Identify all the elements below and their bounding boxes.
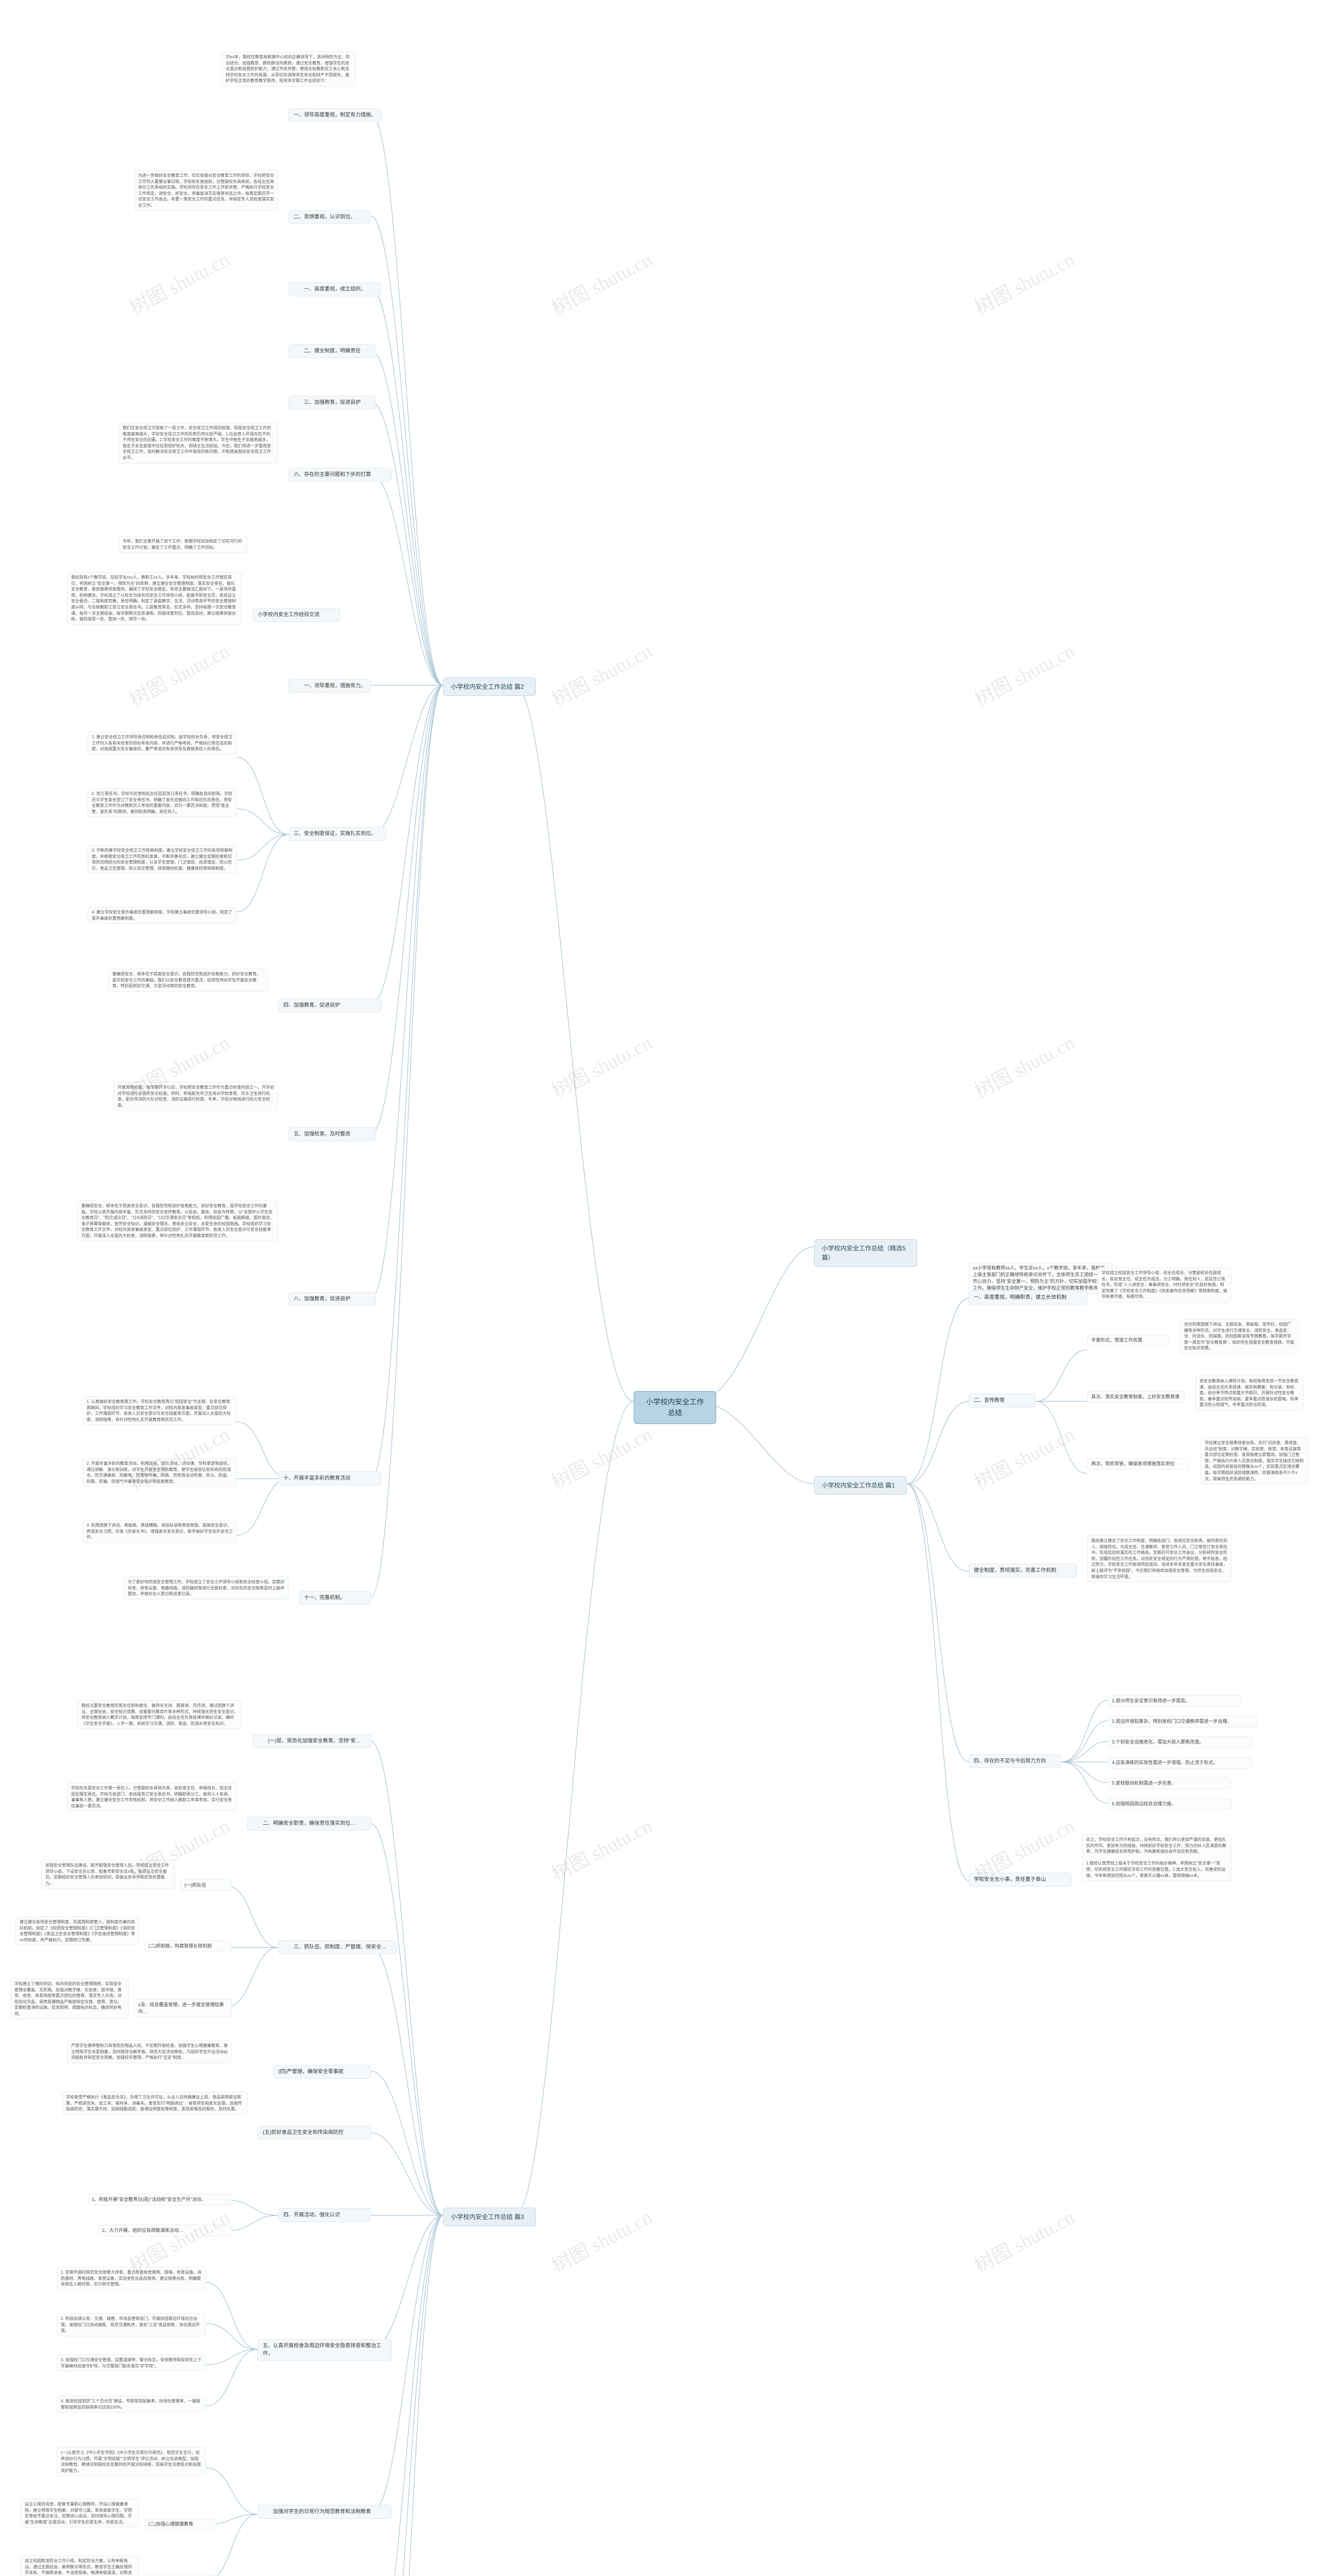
watermark: 树图 shutu.cn — [124, 244, 234, 320]
branch-b2[interactable]: 小学校内安全工作总结 篇1 — [814, 1476, 907, 1495]
b2s4-c4: 5.家校联动机制需进一步完善。 — [1108, 1777, 1231, 1789]
b4s3-c0: (一)抓队伍 — [180, 1879, 232, 1891]
b3s3-c1: 2. 签订责任书。学校与处室和班主任层层签订责任书，明确各自的职责。学校还与学生… — [88, 788, 237, 817]
watermark: 树图 shutu.cn — [124, 635, 234, 712]
b4s7a-c2: (三)加强校园欺凌防治 — [144, 2574, 216, 2576]
b2s4[interactable]: 四、存在的不足与今后努力方向 — [969, 1754, 1061, 1768]
b3s4[interactable]: 四、加强教育，促进自护 — [278, 998, 381, 1012]
b3s3-c2: 3. 不断完善学校安全保卫工作规章制度。建立学校安全保卫工作的各项规章制度，并根… — [88, 845, 237, 874]
b3s11-t: 为了更好地完成安全管理工作，学校成立了安全工作领导小组和安全检查小组。定期对校舍… — [124, 1577, 289, 1600]
b2s3-leaf: 我校建立健全了安全工作制度，明确各部门、各岗位安全职责，做到责任到人、措施到位。… — [1087, 1535, 1231, 1582]
b2s2-c2: 再次，常抓常管，确保各项措施落实到位 — [1087, 1458, 1190, 1470]
b2s2-c1-t: 将安全教育纳入课程计划，每班每周安排一节安全教育课，由班主任负责授课，做到有教案… — [1195, 1376, 1304, 1411]
branch-b1[interactable]: 小学校内安全工作总结（精选5篇） — [814, 1239, 917, 1267]
b3s11[interactable]: 十一、完善机制。 — [299, 1591, 371, 1605]
b3-intro-c: 我校现有x个教学班，在校学生xxx人，教职工xx人。多年来，学校始终把安全工作放… — [67, 572, 242, 625]
branch-b4[interactable]: 小学校内安全工作总结 篇3 — [443, 2208, 536, 2226]
b4s2[interactable]: 二、明确安全职责，确保责任落实到位… — [247, 1817, 371, 1831]
b3-intro-c-title[interactable]: 小学校内安全工作经验交流 — [252, 608, 340, 622]
b3s3[interactable]: 三、安全制度保证，实施扎实到位。 — [289, 827, 386, 841]
watermark: 树图 shutu.cn — [546, 635, 656, 712]
b4s6[interactable]: 四、开展活动，强化认识 — [278, 2208, 371, 2222]
b4s3-c0-t: 加强安全管理队伍建设，配齐配强安全管理人员。学校成立安全工作领导小组，下设安全办… — [41, 1860, 175, 1889]
b2-intro: xx小学现有教师xx人，学生近xx人，x个教学班。多年来，我校在上级主管部门的正… — [969, 1262, 1113, 1294]
watermark: 树图 shutu.cn — [969, 1418, 1079, 1495]
b3s5-t: 开展常规检查。每学期开学以后，学校把安全教育工作作为重点检查内容之一。开学初对学… — [113, 1082, 278, 1111]
watermark: 树图 shutu.cn — [969, 1027, 1079, 1104]
watermark: 树图 shutu.cn — [969, 2201, 1079, 2278]
b4s1[interactable]: (一)是、常态化加强安全教育。坚持"安… — [252, 1734, 371, 1748]
b4s7a-c2-d: 成立校园欺凌防治工作小组，制定防治方案，公布举报电话。通过主题班会、案例警示等形… — [21, 2555, 139, 2576]
b2s4-c1: 2.周边环境较复杂，特别是校门口交通秩序需进一步治理。 — [1108, 1716, 1257, 1727]
watermark: 树图 shutu.cn — [969, 244, 1079, 320]
b4s7a[interactable]: 加强对学生的日常行为规范教育和法制教育 — [258, 2505, 392, 2519]
b3s-mid[interactable]: 一、领导重视，措施有力。 — [289, 679, 371, 693]
b3s8-t: 要确保安全，根本在于提高安全意识、自我防范和自护自救能力。抓好安全教育，是学校安… — [77, 1200, 278, 1242]
b4s3-c1-t: 建立健全各项安全管理制度，形成用制度管人、按制度办事的良好机制。制定了《校园安全… — [15, 1917, 139, 1945]
b3s-placeholder-b[interactable]: 二、健全制度，明确责任 — [289, 344, 376, 358]
b3s2[interactable]: 二、思想重视，认识到位。 — [289, 210, 371, 224]
b3s6[interactable]: 六、存在的主要问题和下步的打算 — [289, 468, 392, 482]
watermark: 树图 shutu.cn — [969, 635, 1079, 712]
b2s2-c1: 其次，落实安全教育制度，上好安全教育课 — [1087, 1391, 1185, 1403]
b4s7a-c0: (一)认真学习《中小学生守则》《中小学生日常行为规范》，规范学生言行，培养良好行… — [57, 2447, 206, 2476]
watermark: 树图 shutu.cn — [546, 1810, 656, 1887]
b3s10-c2: 3. 利用国旗下讲话、黑板报、悬挂横幅、张贴标语等营造氛围，提高安全意识，养成安… — [82, 1520, 237, 1543]
b4s7a-c1-d: 设立心理咨询室，配备专兼职心理教师，开设心理健康课程。建立特殊学生档案，对留守儿… — [21, 2499, 139, 2528]
b2s3[interactable]: 健全制度，贯彻落实，完善工作机制 — [969, 1564, 1077, 1578]
b4s7-c1: 2. 积极协调公安、交通、城管、市场监管等部门，开展校园周边环境综合治理，清理校… — [57, 2313, 206, 2336]
b3s4-t: 要确保安全，根本在于提高安全意识、自我防范和自护自救能力，抓好安全教育，是学校安… — [108, 969, 268, 992]
b2s5-leaf: 总之，学校安全工作只有起点，没有终点。我们将以更加严谨的态度、更加扎实的作风、更… — [1082, 1834, 1231, 1881]
b3s-placeholder-a[interactable]: 一、高度重视，成立组织。 — [289, 282, 381, 296]
b2s2[interactable]: 二、宣传教育 — [969, 1394, 1036, 1408]
watermark: 树图 shutu.cn — [546, 244, 656, 320]
b4s7-c2: 3. 加强校门口交通安全管理，设置减速带、警示标志，安排教师和保安在上下学高峰时… — [57, 2354, 206, 2371]
b3s2-t: 为进一步做好安全教育工作，切实加强对安全教育工作的领导，学校把安全工作列入重要议… — [134, 170, 278, 211]
b2s4-c0: 1.部分师生安全意识有待进一步提高。 — [1108, 1695, 1242, 1707]
b3s10-c0: 1. 认真做好安全教育周工作。学校安全教育周以"校园安全"为主题，在安全教育周期… — [82, 1396, 237, 1425]
b2s5[interactable]: 学校安全无小事，责任重于泰山 — [969, 1873, 1072, 1887]
b3-hdr: 20xx年，我校在教育局和镇中心校的正确领导下，坚持预防为主、防治结合、加强教育… — [222, 52, 356, 87]
b3s10-c1: 2. 开展丰富多彩的教育活动。利用班会、团队活动、活动课、学科渗透等途径，通过讲… — [82, 1458, 237, 1487]
b4s3-c2: x没、综合覆盖管理，进一步健全管理结果内… — [134, 1999, 232, 2018]
b3s5[interactable]: 五、加强检查，及时整改 — [289, 1127, 376, 1141]
b3s3-c0: 1. 建立安全保卫工作领导责任制和责任追究制。由学校校长负责，将安全保卫工作列入… — [88, 732, 237, 755]
b4s5-t: 学校食堂严格执行《食品安全法》，办理了卫生许可证，从业人员持健康证上岗，食品采购… — [62, 2092, 247, 2115]
b3-intro-b: 今年，我们主要开展了如下工作：根据学校实际制定了切实可行的安全工作计划，确定了工… — [119, 536, 247, 553]
b4s7-c0: 1. 定期开展拉网式安全隐患大排查，重点检查校舍建筑、围墙、体育设施、消防器材、… — [57, 2267, 206, 2290]
b4s3-c2-t: 学校建立了横向到边、纵向到底的安全管理网络，实现安全管理全覆盖、无死角。加强对教… — [10, 1978, 129, 2020]
b2s2-c2-t: 学校建立安全隐患排查台账，实行"日巡查、周排查、月总结"制度。对教学楼、实验室、… — [1200, 1437, 1309, 1484]
b2s2-c0: 丰富形式，营造工作氛围 — [1087, 1334, 1170, 1346]
b4s7[interactable]: 五、认真开展校舍及周边环境安全隐患排查和整治工作， — [258, 2339, 392, 2361]
b2s4-c2: 3.个别安全设施老化，需加大投入更新改造。 — [1108, 1736, 1252, 1748]
b3s10[interactable]: 十、开展丰富多彩的教育活动 — [278, 1471, 381, 1485]
b3s3-c3: 4. 建立学校安全意外事故处置预案制度。学校建立事故处置领导小组，制定了意外事故… — [88, 907, 237, 924]
watermark: 树图 shutu.cn — [546, 1027, 656, 1104]
b3s1[interactable]: 一、领导高度重视，制定有力措施。 — [289, 108, 381, 122]
b2s4-c5: 6.加强校园周边综合治理力度。 — [1108, 1798, 1231, 1810]
b3s8[interactable]: 八、加强教育，促进自护 — [289, 1292, 376, 1306]
b4s2-t: 学校校长是安全工作第一责任人，分管副校长具体负责，各处室主任、年级组长、班主任层… — [67, 1783, 237, 1811]
b4s3-c1: (二)抓制度，构建管理长效机制 — [144, 1940, 232, 1952]
b4s7-c3: 4. 推进校园安防"三个百分百"建设，专职保安配备率、封闭化管理率、一键报警和视… — [57, 2396, 206, 2413]
b3s6-t: 我们在安全保卫方面做了一些工作，安全保卫工作得到加强，但是安全保卫工作的难度越来… — [119, 422, 278, 464]
watermark: 树图 shutu.cn — [546, 2201, 656, 2278]
b4s6-c1: 2、大力开展、组织应急疏散演练活动… — [98, 2225, 232, 2236]
b4s6-c0: 1、积极开展"安全教育日(周)"活动和"安全生产月"活动。 — [88, 2194, 232, 2206]
watermark: 树图 shutu.cn — [546, 1418, 656, 1495]
b3s-placeholder-c[interactable]: 三、加强教育，促进自护 — [289, 396, 376, 410]
b4s1-t: 我校注重安全教育的常态化和制度化，做到天天讲、周周讲、月月讲。通过国旗下讲话、主… — [77, 1700, 242, 1729]
b4s4[interactable]: (四)严管理，确保安全零事故 — [273, 2065, 371, 2079]
b2s4-c3: 4.应急演练的实效性需进一步增强，防止流于形式。 — [1108, 1757, 1252, 1769]
b4s3-extra: 严禁学生携带管制刀具等危险物品入校，不定期开展检查。加强学生心理健康教育，建立特… — [67, 2040, 232, 2063]
b4s3[interactable]: 三、抓队伍、抓制度、严管理、保安全… — [278, 1940, 397, 1954]
branch-b3[interactable]: 小学校内安全工作总结 篇2 — [443, 677, 536, 696]
b2s1-leaf: 学校成立校园安全工作领导小组，校长任组长，分管副校长任副组长，各处室主任、班主任… — [1097, 1267, 1231, 1302]
b4s5[interactable]: (五)抓好食品卫生安全和传染病防控 — [258, 2126, 371, 2140]
b2s2-c0-t: 充分利用国旗下讲话、主题班会、黑板报、宣传栏、校园广播等多种形式，对学生进行交通… — [1180, 1319, 1298, 1354]
b4s7a-c1: (二)加强心理健康教育 — [144, 2518, 216, 2530]
root-node[interactable]: 小学校内安全工作总结 — [634, 1391, 716, 1424]
b2s1[interactable]: 一、高度重视，明确职责，建立长效机制 — [969, 1291, 1087, 1304]
